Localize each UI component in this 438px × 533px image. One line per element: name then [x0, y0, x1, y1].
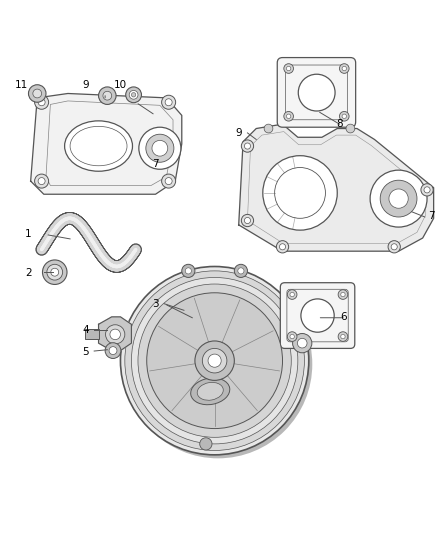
Bar [85, 329, 99, 339]
Circle shape [370, 170, 427, 227]
Circle shape [238, 268, 244, 274]
Circle shape [297, 338, 307, 348]
FancyBboxPatch shape [280, 282, 355, 349]
Circle shape [99, 87, 116, 104]
Circle shape [103, 91, 112, 100]
Circle shape [105, 343, 121, 359]
Circle shape [388, 241, 400, 253]
Circle shape [109, 346, 117, 354]
Circle shape [165, 99, 172, 106]
Circle shape [241, 214, 254, 227]
Circle shape [339, 111, 349, 121]
Circle shape [131, 93, 136, 97]
Circle shape [139, 127, 181, 169]
Circle shape [290, 292, 294, 297]
Circle shape [208, 354, 221, 367]
Ellipse shape [191, 378, 230, 405]
Circle shape [342, 66, 346, 71]
Circle shape [286, 114, 291, 118]
Text: 6: 6 [340, 312, 347, 322]
Polygon shape [31, 93, 182, 194]
Circle shape [338, 290, 348, 300]
Circle shape [162, 95, 176, 109]
Circle shape [298, 74, 335, 111]
Text: 10: 10 [114, 80, 127, 90]
Polygon shape [99, 317, 131, 351]
Circle shape [195, 341, 234, 381]
Text: 1: 1 [25, 229, 32, 239]
Circle shape [279, 244, 286, 250]
Circle shape [42, 260, 67, 285]
Text: 9: 9 [82, 80, 89, 90]
Circle shape [338, 332, 348, 342]
Circle shape [35, 174, 49, 188]
Circle shape [124, 270, 312, 458]
FancyBboxPatch shape [277, 58, 356, 127]
Circle shape [389, 189, 408, 208]
Circle shape [244, 217, 251, 223]
Circle shape [147, 293, 283, 429]
Circle shape [106, 325, 125, 344]
Circle shape [202, 349, 227, 373]
Circle shape [100, 93, 110, 103]
Text: 4: 4 [82, 325, 89, 335]
Circle shape [152, 140, 168, 156]
Circle shape [341, 292, 345, 297]
Circle shape [182, 264, 195, 278]
Circle shape [138, 284, 291, 437]
Circle shape [263, 156, 337, 230]
Circle shape [33, 89, 42, 98]
Circle shape [234, 264, 247, 278]
Circle shape [200, 438, 212, 450]
Text: 7: 7 [152, 159, 159, 168]
Circle shape [276, 241, 289, 253]
Circle shape [35, 95, 49, 109]
Circle shape [346, 124, 355, 133]
Circle shape [125, 271, 304, 450]
Text: 2: 2 [25, 268, 32, 278]
Circle shape [146, 134, 174, 162]
Circle shape [28, 85, 46, 102]
Circle shape [129, 91, 138, 99]
Circle shape [38, 99, 45, 106]
Text: 5: 5 [82, 347, 89, 357]
Circle shape [301, 299, 334, 332]
Text: 8: 8 [336, 119, 343, 129]
Text: 9: 9 [235, 128, 242, 138]
Circle shape [290, 334, 294, 339]
Circle shape [380, 180, 417, 217]
Circle shape [38, 177, 45, 184]
Circle shape [287, 332, 297, 342]
Circle shape [391, 244, 397, 250]
Circle shape [286, 66, 291, 71]
Circle shape [120, 266, 309, 455]
Polygon shape [239, 124, 434, 251]
Circle shape [342, 114, 346, 118]
Circle shape [51, 268, 59, 276]
Circle shape [284, 111, 293, 121]
Ellipse shape [197, 382, 223, 400]
Circle shape [284, 64, 293, 74]
Text: 7: 7 [428, 211, 435, 221]
Ellipse shape [64, 121, 132, 171]
Circle shape [165, 177, 172, 184]
Circle shape [126, 87, 141, 103]
Text: 3: 3 [152, 298, 159, 309]
Circle shape [421, 184, 433, 196]
Circle shape [244, 143, 251, 149]
Circle shape [264, 124, 273, 133]
Circle shape [287, 290, 297, 300]
Circle shape [110, 329, 120, 340]
Circle shape [185, 268, 191, 274]
Circle shape [131, 278, 298, 444]
Circle shape [162, 174, 176, 188]
Circle shape [47, 264, 63, 280]
Circle shape [341, 334, 345, 339]
Circle shape [424, 187, 430, 193]
Text: 11: 11 [15, 80, 28, 90]
Circle shape [241, 140, 254, 152]
Circle shape [293, 334, 312, 353]
Circle shape [339, 64, 349, 74]
